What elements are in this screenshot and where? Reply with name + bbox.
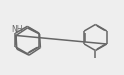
Text: NH: NH bbox=[11, 25, 22, 34]
